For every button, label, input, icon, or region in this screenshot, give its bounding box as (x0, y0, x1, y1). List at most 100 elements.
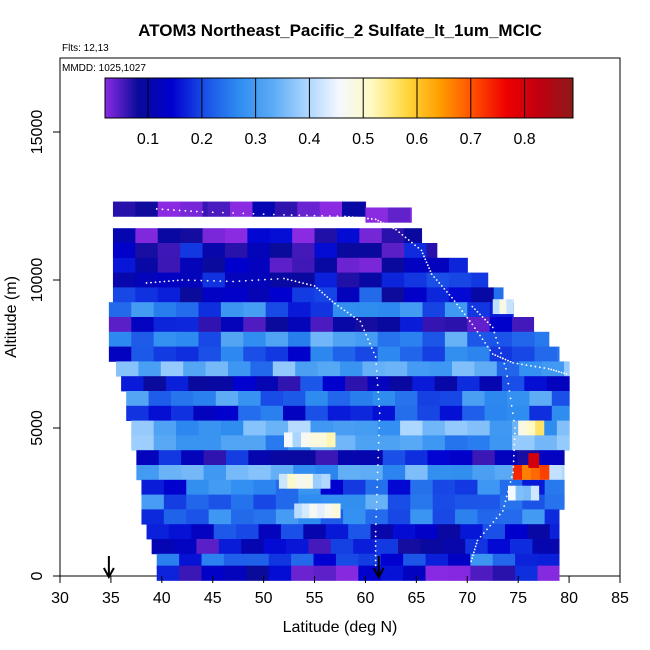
heatmap-cell (365, 207, 389, 223)
heatmap-cell (400, 317, 424, 333)
heatmap-cell (210, 376, 234, 392)
track-point (270, 278, 273, 281)
x-tick-label: 35 (102, 590, 120, 607)
heatmap-cell (158, 465, 182, 481)
heatmap-cell (489, 435, 513, 451)
heatmap-cell (292, 287, 316, 303)
heatmap-cell (225, 465, 249, 481)
heatmap-cell (241, 539, 265, 555)
heatmap-highlight-cell (518, 420, 528, 436)
heatmap-cell (343, 509, 367, 525)
track-point (200, 279, 203, 282)
track-point (538, 366, 541, 369)
track-point (334, 302, 336, 305)
heatmap-cell (153, 331, 177, 347)
track-point (505, 367, 507, 370)
heatmap-cell (439, 405, 463, 421)
heatmap-cell (236, 524, 260, 540)
heatmap-cell (460, 524, 484, 540)
y-tick-label: 0 (29, 571, 46, 580)
heatmap-cell (207, 201, 231, 217)
heatmap-cell (315, 450, 339, 466)
track-point (486, 528, 488, 531)
track-point (474, 327, 476, 329)
track-point (323, 293, 326, 296)
track-point (513, 432, 516, 435)
track-point (471, 323, 474, 326)
track-point (550, 368, 553, 371)
track-point (453, 300, 456, 302)
track-point (232, 212, 234, 214)
track-point (375, 501, 378, 503)
track-point (512, 465, 515, 468)
track-point (370, 347, 373, 349)
heatmap-cell (286, 539, 310, 555)
track-point (514, 427, 517, 429)
heatmap-cell (151, 539, 175, 555)
heatmap-cell (541, 361, 565, 377)
track-point (476, 310, 479, 313)
heatmap-cell (121, 376, 145, 392)
heatmap-cell (202, 228, 226, 244)
heatmap-cell (529, 391, 553, 407)
heatmap-cell (455, 509, 479, 525)
heatmap-cell (112, 257, 136, 273)
heatmap-cell (534, 346, 558, 362)
heatmap-cell (188, 376, 212, 392)
heatmap-cell (272, 361, 296, 377)
track-point (421, 252, 424, 255)
track-point (374, 545, 377, 547)
track-point (181, 279, 184, 281)
heatmap-cell (425, 553, 449, 569)
heatmap-cell (310, 346, 334, 362)
heatmap-cell (336, 272, 360, 288)
heatmap-cell (405, 450, 429, 466)
heatmap-cell (112, 228, 136, 244)
heatmap-cell (359, 257, 383, 273)
heatmap-cell (332, 420, 356, 436)
heatmap-cell (544, 479, 565, 495)
track-point (511, 412, 514, 415)
heatmap-cell (467, 317, 491, 333)
heatmap-cell (243, 435, 267, 451)
track-point (496, 355, 499, 358)
track-point (479, 535, 482, 538)
heatmap-cell (389, 376, 413, 392)
colorbar-tick-label: 0.3 (244, 131, 266, 148)
heatmap-cell (288, 346, 312, 362)
heatmap-cell (181, 450, 205, 466)
heatmap-cell (350, 405, 374, 421)
heatmap-cell (288, 302, 312, 318)
heatmap-cell (372, 405, 396, 421)
heatmap-cell (484, 391, 508, 407)
heatmap-highlight-cell (326, 432, 336, 448)
heatmap-cell (136, 450, 160, 466)
heatmap-cell (384, 361, 408, 377)
heatmap-cell (135, 201, 159, 217)
heatmap-cell (336, 287, 360, 303)
heatmap-cell (148, 391, 172, 407)
flight-arrows (102, 556, 385, 580)
heatmap-cell (270, 450, 294, 466)
heatmap-cell (332, 317, 356, 333)
heatmap-highlight-cell (332, 503, 341, 519)
track-point (438, 282, 441, 284)
track-point (384, 223, 387, 226)
heatmap-cell (380, 553, 404, 569)
track-point (219, 280, 222, 283)
track-point (424, 258, 427, 261)
heatmap-cell (359, 272, 383, 288)
heatmap-highlight-cell (513, 465, 523, 480)
heatmap-cell (465, 539, 489, 555)
heatmap-cell (253, 479, 277, 495)
track-point (244, 279, 247, 282)
heatmap-cell (314, 272, 338, 288)
track-point (476, 330, 479, 333)
heatmap-cell (247, 257, 271, 273)
track-point (161, 208, 164, 211)
track-point (510, 404, 513, 407)
heatmap-cell (247, 287, 271, 303)
heatmap-cell (477, 494, 501, 510)
heatmap-cell (303, 524, 327, 540)
heatmap-cell (479, 376, 503, 392)
